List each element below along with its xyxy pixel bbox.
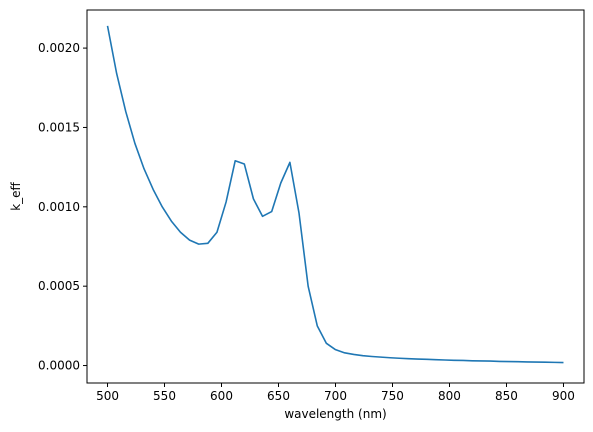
x-tick-label: 500 bbox=[96, 389, 119, 403]
x-tick-label: 550 bbox=[153, 389, 176, 403]
x-axis-label: wavelength (nm) bbox=[284, 407, 386, 421]
x-tick-label: 650 bbox=[267, 389, 290, 403]
x-tick-label: 900 bbox=[552, 389, 575, 403]
x-axis-ticks: 500 550 600 650 700 750 800 850 900 bbox=[96, 383, 575, 403]
y-axis-label: k_eff bbox=[9, 181, 23, 210]
axes-frame bbox=[86, 9, 585, 384]
y-tick-label: 0.0015 bbox=[38, 120, 80, 134]
x-tick-label: 850 bbox=[495, 389, 518, 403]
x-tick-label: 800 bbox=[438, 389, 461, 403]
series-layer bbox=[106, 25, 564, 364]
y-tick-label: 0.0010 bbox=[38, 200, 80, 214]
x-tick-label: 700 bbox=[324, 389, 347, 403]
plot-area bbox=[87, 10, 584, 383]
y-tick-label: 0.0005 bbox=[38, 279, 80, 293]
series-line-0 bbox=[106, 25, 564, 364]
y-tick-label: 0.0000 bbox=[38, 359, 80, 373]
y-tick-label: 0.0020 bbox=[38, 41, 80, 55]
x-tick-label: 750 bbox=[381, 389, 404, 403]
y-axis-ticks: 0.0000 0.0005 0.0010 0.0015 0.0020 bbox=[38, 41, 87, 373]
x-tick-label: 600 bbox=[210, 389, 233, 403]
